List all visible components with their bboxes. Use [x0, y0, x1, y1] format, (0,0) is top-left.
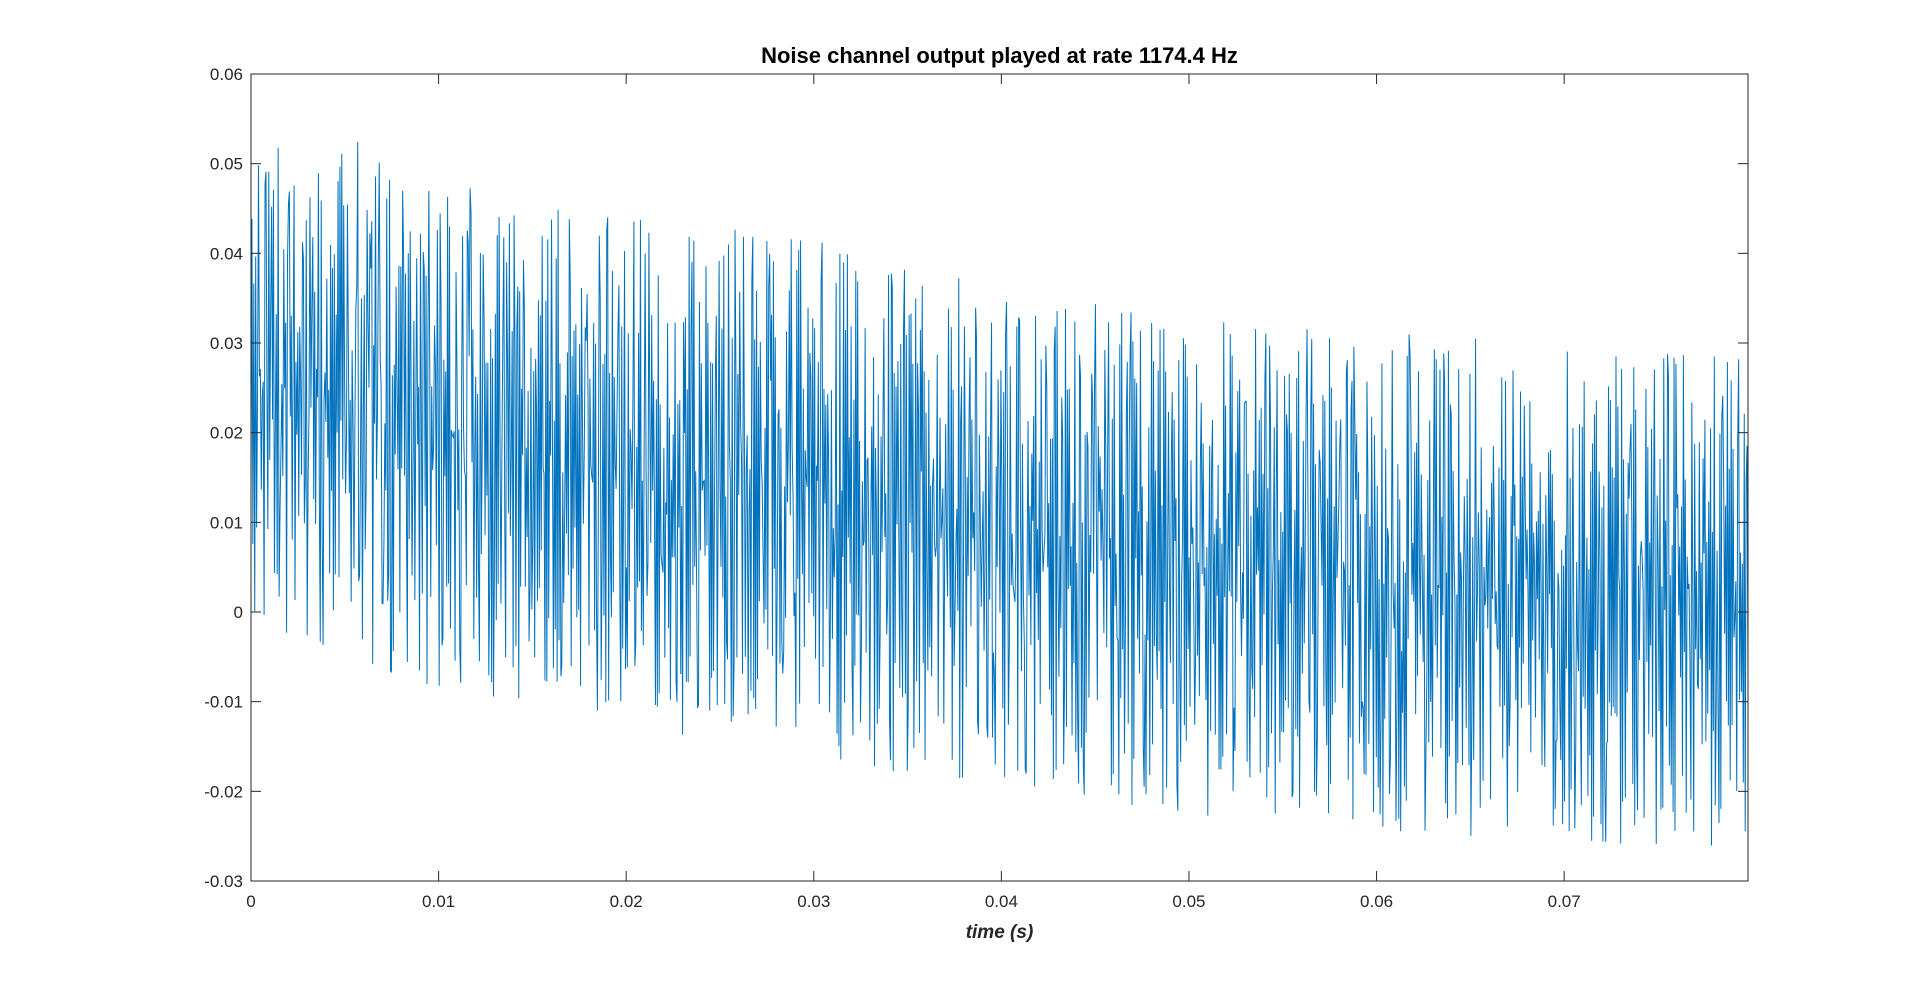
y-tick-label: 0.03 [210, 334, 243, 353]
x-tick-label: 0.03 [797, 892, 830, 911]
axes-box [250, 73, 1749, 882]
x-tick-label: 0.04 [985, 892, 1018, 911]
y-tick-label: 0.06 [210, 65, 243, 84]
x-tick-label: 0.05 [1172, 892, 1205, 911]
y-tick-label: -0.03 [204, 872, 243, 891]
y-tick-label: 0.02 [210, 424, 243, 443]
x-tick-label: 0.02 [610, 892, 643, 911]
series-group [250, 141, 1749, 846]
x-tick-label: 0.01 [422, 892, 455, 911]
x-tick-label: 0.06 [1360, 892, 1393, 911]
y-tick-label: -0.02 [204, 782, 243, 801]
x-tick-label: 0 [246, 892, 255, 911]
y-tick-label: -0.01 [204, 693, 243, 712]
signal-line [250, 141, 1749, 846]
x-tick-label: 0.07 [1548, 892, 1581, 911]
x-axis-label: time (s) [966, 922, 1034, 943]
y-tick-label: 0.01 [210, 513, 243, 532]
y-tick-label: 0.05 [210, 155, 243, 174]
y-axis-ticks: -0.03 -0.02 -0.01 0 0.01 0.02 0.03 0.04 0.05 0.06 [204, 65, 1748, 891]
y-tick-label: 0.04 [210, 244, 243, 263]
x-axis-ticks: 0 0.01 0.02 0.03 0.04 0.05 0.06 0.07 [246, 74, 1581, 911]
y-tick-label: 0 [234, 603, 243, 622]
plot-area: 0 0.01 0.02 0.03 0.04 0.05 0.06 0.07 -0.03 -0.02… [204, 65, 1749, 911]
chart-title: Noise channel output played at rate 1174… [761, 43, 1238, 68]
